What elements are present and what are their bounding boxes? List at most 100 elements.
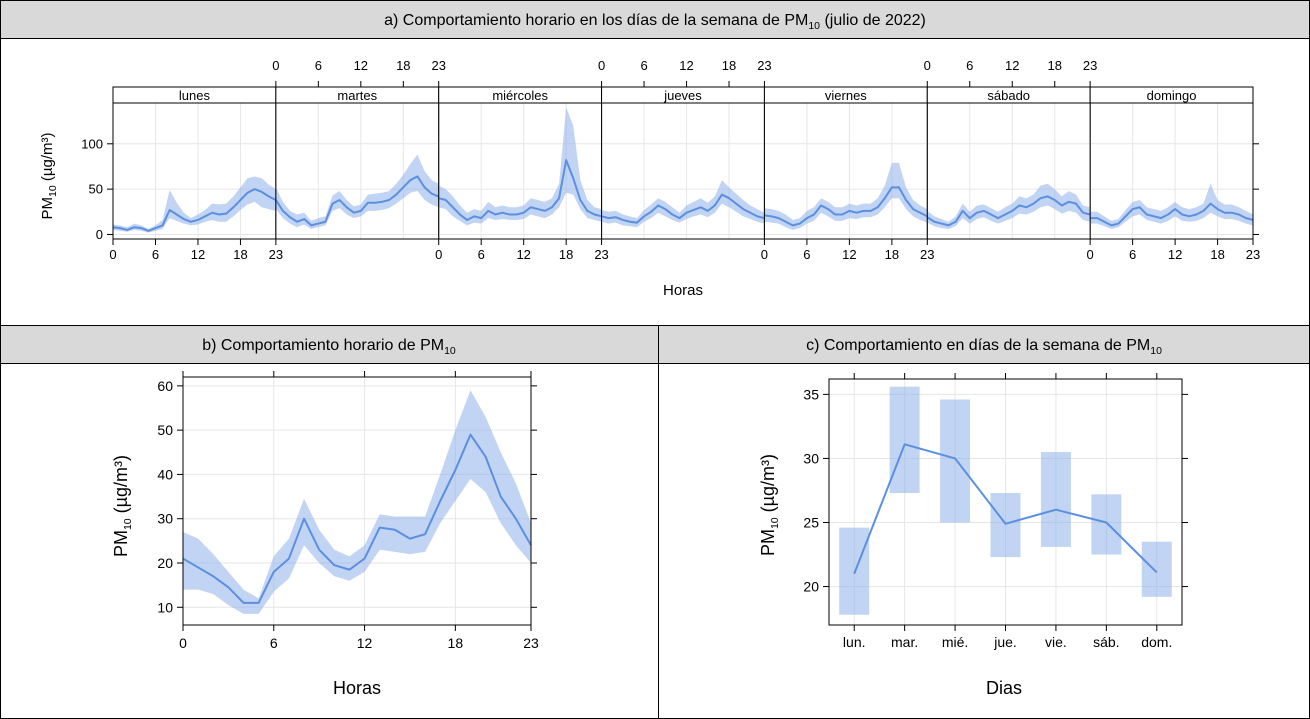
range-box-vie. bbox=[1040, 452, 1071, 547]
mean-line bbox=[853, 443, 1158, 575]
panel-a-title: a) Comportamiento horario en los días de… bbox=[384, 12, 926, 32]
mean-line-viernes bbox=[764, 186, 928, 227]
range-box-sáb. bbox=[1091, 494, 1122, 555]
panel-b: b) Comportamiento horario de PM10 0 6 12 18… bbox=[0, 325, 659, 719]
panel-c-plot: lun. mar. mié. jue. vie. sáb. dom. 20 25 30 35 bbox=[803, 373, 1188, 650]
strip-label: sábado bbox=[987, 88, 1030, 103]
y-tick-label: 20 bbox=[157, 555, 173, 571]
x-tick-label: 18 bbox=[396, 58, 410, 73]
confidence-band-miércoles bbox=[438, 107, 602, 226]
mean-line-sábado bbox=[926, 195, 1091, 227]
x-tick-label: 12 bbox=[354, 58, 368, 73]
x-tick-label: 6 bbox=[270, 635, 278, 651]
x-tick-label: 12 bbox=[679, 58, 693, 73]
x-tick-label: 0 bbox=[109, 247, 116, 262]
x-tick-label: 18 bbox=[1048, 58, 1062, 73]
x-tick-label: 23 bbox=[431, 58, 445, 73]
x-tick-label: vie. bbox=[1045, 634, 1067, 650]
panel-a-x-axis-label: Horas bbox=[663, 282, 703, 299]
y-tick-label: 25 bbox=[803, 515, 819, 531]
strip-label: domingo bbox=[1147, 88, 1197, 103]
x-tick-label: 0 bbox=[179, 635, 187, 651]
y-tick-label: 10 bbox=[157, 599, 173, 615]
panel-a-header bbox=[0, 0, 1310, 39]
panel-b-title-sub: 10 bbox=[444, 345, 456, 357]
strip-label: jueves bbox=[663, 88, 702, 103]
confidence-band-jueves bbox=[601, 180, 765, 228]
x-tick-label: dom. bbox=[1141, 634, 1172, 650]
panel-a-y-label-main: PM bbox=[39, 197, 56, 220]
x-tick-label: 23 bbox=[523, 635, 539, 651]
panel-a-y-label-sub: 10 bbox=[47, 185, 59, 197]
confidence-band-martes bbox=[275, 154, 439, 230]
y-tick-label: 50 bbox=[157, 422, 173, 438]
panel-b-title-prefix: b) Comportamiento horario de PM bbox=[202, 337, 444, 354]
mean-line-miércoles bbox=[438, 159, 602, 221]
x-tick-label: 0 bbox=[1087, 247, 1094, 262]
x-tick-label: sáb. bbox=[1093, 634, 1119, 650]
panel-c-y-label-unit: (µg/m³) bbox=[758, 454, 778, 517]
mean-line-domingo bbox=[1090, 202, 1254, 227]
x-tick-label: 18 bbox=[885, 247, 899, 262]
strip-domingo bbox=[1089, 86, 1254, 104]
panel-a-title-suffix: (julio de 2022) bbox=[820, 12, 926, 29]
confidence-band bbox=[183, 390, 531, 614]
strip-label: viernes bbox=[825, 88, 867, 103]
x-tick-label: 18 bbox=[1210, 247, 1224, 262]
plot-frame bbox=[182, 376, 532, 626]
mean-line-jueves bbox=[601, 193, 765, 224]
x-tick-label: 12 bbox=[191, 247, 205, 262]
x-tick-label: 23 bbox=[594, 247, 608, 262]
range-box-mié. bbox=[940, 399, 971, 523]
panel-c-x-axis-label: Dias bbox=[986, 678, 1022, 698]
y-tick-label: 30 bbox=[803, 450, 819, 466]
x-tick-label: lun. bbox=[843, 634, 866, 650]
x-tick-label: 6 bbox=[1129, 247, 1136, 262]
x-tick-label: 12 bbox=[516, 247, 530, 262]
x-tick-label: 12 bbox=[1168, 247, 1182, 262]
panel-c-y-axis-label: PM10 (µg/m³) bbox=[758, 454, 781, 556]
x-tick-label: mié. bbox=[942, 634, 968, 650]
panel-b-title: b) Comportamiento horario de PM10 bbox=[202, 337, 456, 357]
mean-line-martes bbox=[275, 175, 440, 227]
x-tick-label: 12 bbox=[1005, 58, 1019, 73]
panel-c: c) Comportamiento en días de la semana d… bbox=[658, 325, 1310, 719]
panel-c-cell bbox=[658, 363, 1310, 719]
panel-a-title-prefix: a) Comportamiento horario en los días de… bbox=[384, 12, 808, 29]
x-tick-label: 6 bbox=[803, 247, 810, 262]
panel-c-y-label-main: PM bbox=[758, 529, 778, 556]
range-box-dom. bbox=[1141, 541, 1172, 597]
x-tick-label: 6 bbox=[640, 58, 647, 73]
panel-b-header bbox=[0, 325, 659, 364]
panel-b-y-axis-label: PM10 (µg/m³) bbox=[111, 455, 134, 557]
panel-b-y-label-unit: (µg/m³) bbox=[111, 455, 131, 518]
x-tick-label: 12 bbox=[357, 635, 373, 651]
panel-b-y-label-main: PM bbox=[111, 530, 131, 557]
range-box-jue. bbox=[990, 493, 1021, 558]
x-tick-label: 0 bbox=[761, 247, 768, 262]
strip-label: martes bbox=[337, 88, 377, 103]
y-tick-label: 40 bbox=[157, 466, 173, 482]
y-tick-label: 30 bbox=[157, 511, 173, 527]
x-tick-label: 23 bbox=[757, 58, 771, 73]
panel-b-y-label-sub: 10 bbox=[122, 518, 134, 530]
x-tick-label: 18 bbox=[233, 247, 247, 262]
x-tick-label: 6 bbox=[478, 247, 485, 262]
y-tick-label: 50 bbox=[89, 182, 103, 197]
x-tick-label: 12 bbox=[842, 247, 856, 262]
x-tick-label: 18 bbox=[722, 58, 736, 73]
panel-b-cell bbox=[0, 363, 659, 719]
x-tick-label: 6 bbox=[152, 247, 159, 262]
panel-a-cell bbox=[0, 38, 1310, 326]
strip-label: miércoles bbox=[492, 88, 548, 103]
panel-b-plot: 0 6 12 18 23 10 20 30 40 50 60 bbox=[157, 371, 539, 651]
panel-a-y-label-unit: (µg/m³) bbox=[39, 133, 56, 186]
x-tick-label: 6 bbox=[315, 58, 322, 73]
confidence-band-viernes bbox=[764, 162, 928, 230]
confidence-band-domingo bbox=[1090, 183, 1253, 230]
x-tick-label: 23 bbox=[920, 247, 934, 262]
panel-b-x-axis-label: Horas bbox=[333, 678, 381, 698]
mean-line bbox=[182, 433, 532, 604]
y-tick-label: 0 bbox=[96, 227, 103, 242]
